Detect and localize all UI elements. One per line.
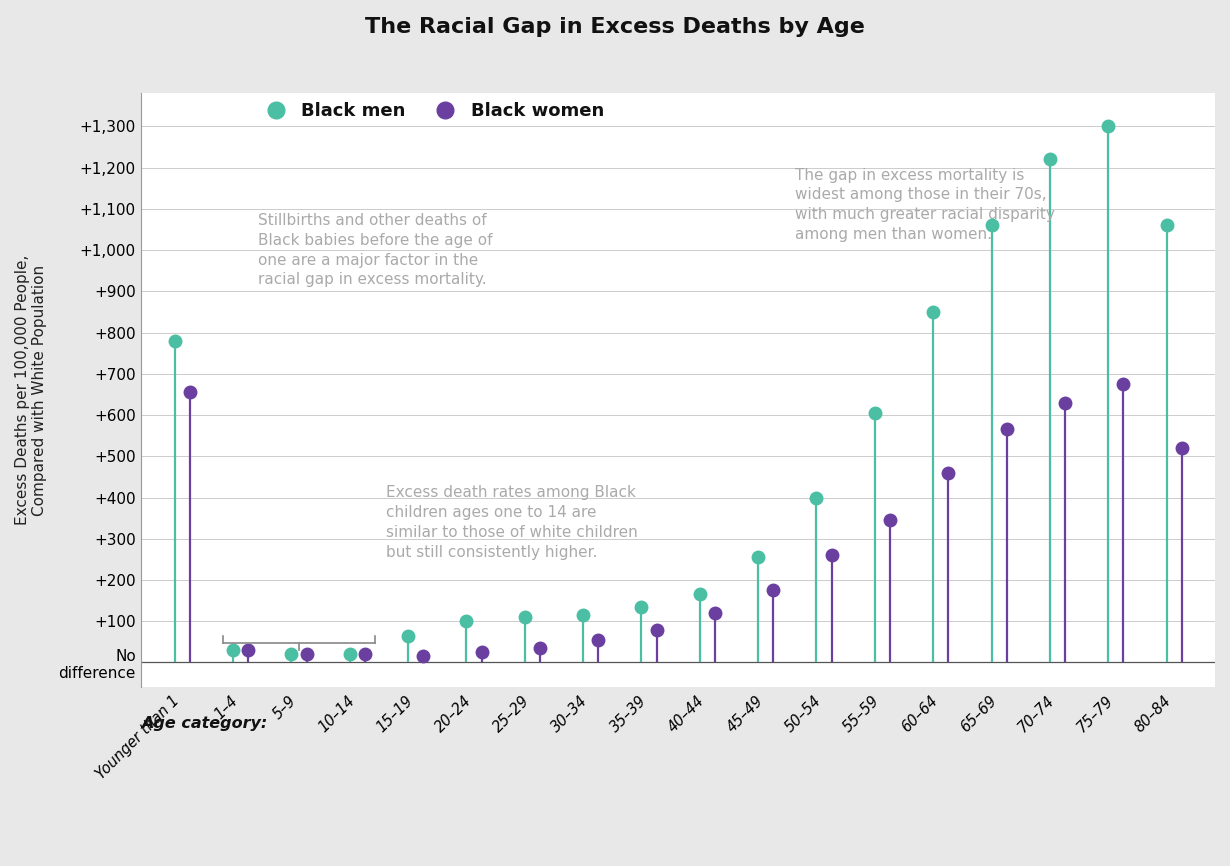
Text: The gap in excess mortality is
widest among those in their 70s,
with much greate: The gap in excess mortality is widest am…	[795, 167, 1055, 242]
Y-axis label: Excess Deaths per 100,000 People,
Compared with White Population: Excess Deaths per 100,000 People, Compar…	[15, 255, 48, 526]
Text: Age category:: Age category:	[141, 716, 268, 731]
Text: Stillbirths and other deaths of
Black babies before the age of
one are a major f: Stillbirths and other deaths of Black ba…	[258, 213, 493, 288]
Text: Excess death rates among Black
children ages one to 14 are
similar to those of w: Excess death rates among Black children …	[386, 485, 638, 559]
Legend: Black men, Black women: Black men, Black women	[258, 102, 604, 120]
Text: The Racial Gap in Excess Deaths by Age: The Racial Gap in Excess Deaths by Age	[365, 17, 865, 37]
